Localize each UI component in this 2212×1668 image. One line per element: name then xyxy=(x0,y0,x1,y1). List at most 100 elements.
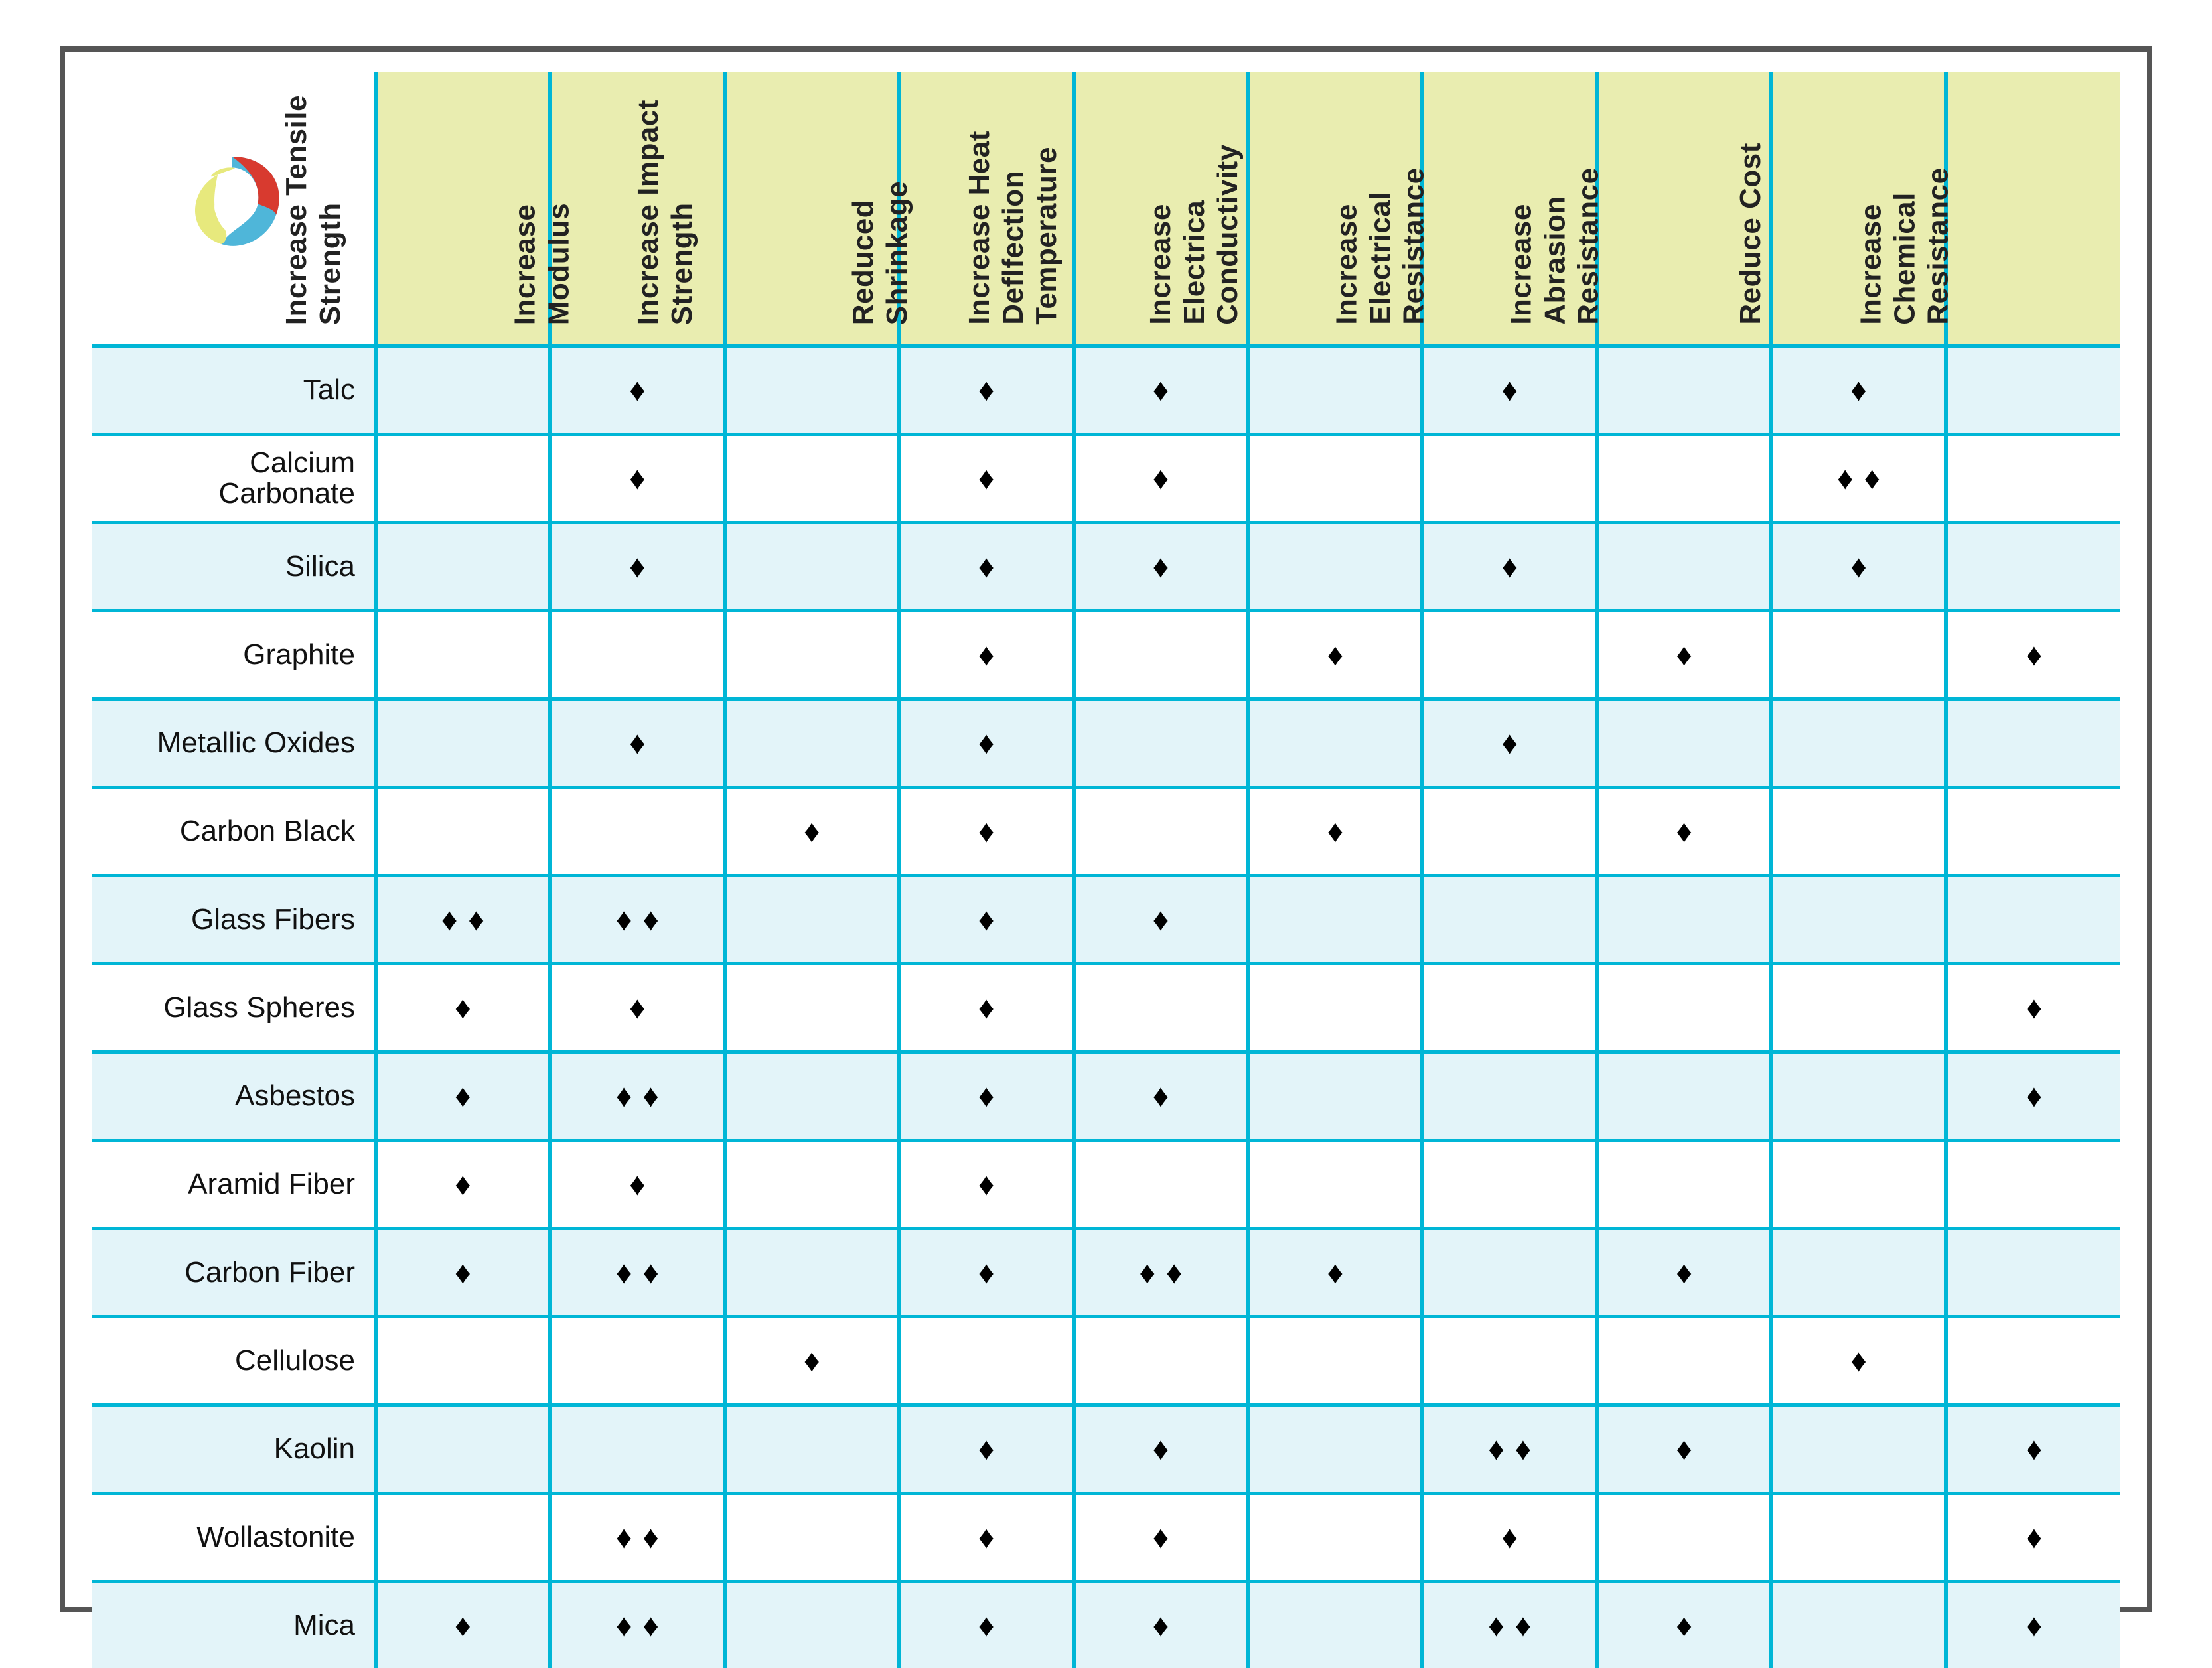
col-header-label: IncreaseModulus xyxy=(509,203,576,325)
diamond-icon: ♦ xyxy=(616,1081,632,1113)
col-header-label: IncreaseElectricalResistance xyxy=(1330,168,1431,325)
cell-modulus: ♦♦ xyxy=(550,1052,725,1141)
cell-hdt xyxy=(1074,964,1248,1052)
diamond-icon: ♦ xyxy=(616,1257,632,1289)
cell-shrink: ♦ xyxy=(899,1494,1074,1582)
cell-hdt xyxy=(1074,1317,1248,1405)
cell-econd xyxy=(1248,1582,1422,1668)
cell-impact: ♦ xyxy=(725,788,899,876)
diamond-icon: ♦ xyxy=(978,640,995,671)
cell-tensile xyxy=(376,1494,550,1582)
diamond-icon: ♦ xyxy=(2026,1434,2043,1466)
cell-abr xyxy=(1597,699,1771,788)
cell-impact xyxy=(725,964,899,1052)
diamond-icon: ♦ xyxy=(1502,375,1518,407)
row-label: Glass Fibers xyxy=(92,876,376,964)
cell-cost xyxy=(1771,876,1946,964)
cell-chem xyxy=(1946,435,2120,523)
page-stage: Increase TensileStrength IncreaseModulus I… xyxy=(0,0,2212,1659)
row-label: Silica xyxy=(92,523,376,611)
diamond-icon: ♦ xyxy=(455,1257,471,1289)
header-row: Increase TensileStrength IncreaseModulus I… xyxy=(92,72,2120,346)
diamond-icon: ♦ xyxy=(804,1346,820,1377)
cell-econd: ♦ xyxy=(1248,1229,1422,1317)
cell-eres xyxy=(1422,788,1597,876)
diamond-icon: ♦ xyxy=(978,1522,995,1554)
cell-impact xyxy=(725,1141,899,1229)
diamond-icon: ♦ xyxy=(978,728,995,760)
cell-econd xyxy=(1248,1052,1422,1141)
diamond-icon: ♦ xyxy=(629,551,646,583)
cell-modulus xyxy=(550,1405,725,1494)
cell-chem xyxy=(1946,788,2120,876)
table-row: Talc♦♦♦♦♦ xyxy=(92,346,2120,435)
cell-tensile xyxy=(376,1405,550,1494)
cell-cost: ♦ xyxy=(1771,523,1946,611)
col-header-label: IncreaseAbrasionResistance xyxy=(1505,168,1605,325)
cell-abr: ♦ xyxy=(1597,1229,1771,1317)
cell-econd: ♦ xyxy=(1248,611,1422,699)
cell-shrink: ♦ xyxy=(899,435,1074,523)
row-label: Cellulose xyxy=(92,1317,376,1405)
diamond-icon: ♦ xyxy=(642,1257,659,1289)
diamond-icon: ♦ xyxy=(642,1522,659,1554)
cell-shrink: ♦ xyxy=(899,876,1074,964)
cell-cost xyxy=(1771,1229,1946,1317)
cell-abr: ♦ xyxy=(1597,788,1771,876)
cell-eres xyxy=(1422,1052,1597,1141)
cell-chem xyxy=(1946,699,2120,788)
row-label: Graphite xyxy=(92,611,376,699)
cell-impact xyxy=(725,435,899,523)
col-header-label: Increase HeatDeflfectionTemperature xyxy=(963,131,1064,325)
table-row: Mica♦♦♦♦♦♦♦♦♦ xyxy=(92,1582,2120,1668)
diamond-icon: ♦ xyxy=(978,551,995,583)
diamond-icon: ♦ xyxy=(1502,551,1518,583)
cell-eres xyxy=(1422,611,1597,699)
diamond-icon: ♦ xyxy=(1676,1610,1692,1642)
cell-abr: ♦ xyxy=(1597,1405,1771,1494)
diamond-icon: ♦ xyxy=(2026,1522,2043,1554)
diamond-icon: ♦ xyxy=(629,463,646,495)
cell-econd xyxy=(1248,876,1422,964)
table-frame: Increase TensileStrength IncreaseModulus I… xyxy=(60,46,2152,1612)
col-header-label: Increase ImpactStrength xyxy=(632,100,699,325)
cell-econd xyxy=(1248,523,1422,611)
cell-abr xyxy=(1597,435,1771,523)
cell-tensile: ♦♦ xyxy=(376,876,550,964)
cell-eres: ♦ xyxy=(1422,1494,1597,1582)
cell-chem xyxy=(1946,1141,2120,1229)
row-label: Glass Spheres xyxy=(92,964,376,1052)
cell-hdt: ♦♦ xyxy=(1074,1229,1248,1317)
cell-chem: ♦ xyxy=(1946,1494,2120,1582)
cell-tensile: ♦ xyxy=(376,964,550,1052)
table-row: Glass Spheres♦♦♦♦ xyxy=(92,964,2120,1052)
row-label: Carbon Fiber xyxy=(92,1229,376,1317)
diamond-icon: ♦ xyxy=(1153,463,1169,495)
cell-shrink: ♦ xyxy=(899,1052,1074,1141)
cell-eres: ♦♦ xyxy=(1422,1405,1597,1494)
cell-eres xyxy=(1422,435,1597,523)
row-label: Metallic Oxides xyxy=(92,699,376,788)
cell-chem: ♦ xyxy=(1946,1582,2120,1668)
diamond-icon: ♦ xyxy=(978,1434,995,1466)
cell-impact xyxy=(725,346,899,435)
diamond-icon: ♦ xyxy=(1676,816,1692,848)
diamond-icon: ♦ xyxy=(1488,1610,1505,1642)
diamond-icon: ♦ xyxy=(629,375,646,407)
cell-econd xyxy=(1248,1317,1422,1405)
cell-eres xyxy=(1422,964,1597,1052)
cell-abr: ♦ xyxy=(1597,1582,1771,1668)
filler-properties-table: Increase TensileStrength IncreaseModulus I… xyxy=(92,72,2120,1668)
col-header-label: Increase TensileStrength xyxy=(281,95,348,325)
cell-cost xyxy=(1771,964,1946,1052)
cell-hdt: ♦ xyxy=(1074,435,1248,523)
cell-tensile: ♦ xyxy=(376,1052,550,1141)
diamond-icon: ♦ xyxy=(441,904,458,936)
cell-shrink: ♦ xyxy=(899,964,1074,1052)
col-header-label: IncreaseElectricaConductivity xyxy=(1144,145,1245,325)
diamond-icon: ♦ xyxy=(978,1169,995,1201)
cell-cost xyxy=(1771,1141,1946,1229)
diamond-icon: ♦ xyxy=(1515,1610,1532,1642)
table-row: Glass Fibers♦♦♦♦♦♦ xyxy=(92,876,2120,964)
diamond-icon: ♦ xyxy=(642,1081,659,1113)
